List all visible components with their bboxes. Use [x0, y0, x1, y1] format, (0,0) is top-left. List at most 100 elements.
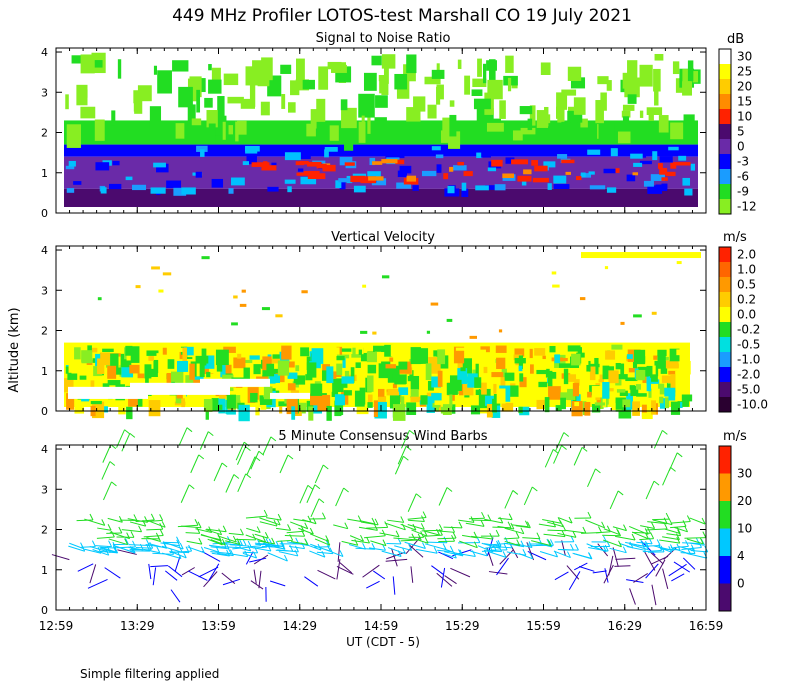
vv-cell — [372, 331, 377, 335]
wind-barb-feather — [452, 551, 457, 559]
snr-cell — [582, 148, 588, 155]
x-tick-label: 16:29 — [607, 619, 642, 633]
y-tick-label: 3 — [41, 284, 48, 297]
vv-cell — [74, 399, 85, 414]
wind-barb — [161, 545, 183, 553]
vv-cell — [514, 357, 526, 364]
wind-plot-area — [51, 427, 709, 606]
snr-cell — [654, 89, 659, 106]
wind-barb-feather — [397, 550, 402, 557]
snr-cell — [237, 120, 247, 135]
wind-barb — [306, 484, 316, 503]
snr-cell — [447, 185, 455, 194]
vv-cell — [431, 376, 442, 388]
snr-cell — [661, 177, 668, 181]
wind-barb — [127, 518, 148, 523]
wind-barb — [666, 533, 681, 537]
vv-cell — [675, 370, 687, 386]
wind-barb — [671, 573, 685, 582]
wind-barb-feather — [552, 448, 559, 454]
wind-barb-feather — [156, 546, 161, 553]
vv-cell — [668, 370, 677, 375]
snr-cell — [471, 89, 483, 96]
wind-barb-feather — [415, 493, 422, 499]
snr-cell — [335, 180, 342, 189]
snr-cell — [296, 58, 305, 81]
vv-cell — [518, 406, 523, 414]
wind-barb — [497, 517, 513, 521]
wind-barb — [314, 538, 330, 546]
vv-cell — [97, 297, 102, 301]
vv-cell — [119, 373, 128, 383]
vv-cell — [309, 404, 323, 414]
snr-panel: Signal to Noise Ratio 0 1 2 3 4 dB 302520151… — [41, 31, 757, 220]
wind-barb — [385, 558, 408, 562]
wind-barb — [96, 536, 115, 539]
wind-barb-feather — [516, 539, 521, 546]
wind-barb-feather — [682, 520, 687, 527]
vv-cell — [632, 401, 640, 416]
wind-barb-feather — [536, 532, 541, 539]
vv-cell — [475, 389, 482, 396]
vv-cell — [549, 345, 556, 353]
wind-barb — [662, 568, 669, 589]
snr-cell — [502, 173, 514, 179]
vv-cell — [434, 400, 443, 405]
wind-barb — [662, 467, 672, 486]
wind-barb-feather — [289, 544, 294, 552]
snr-cell — [284, 179, 296, 184]
wind-barb — [586, 543, 607, 553]
wind-barb-feather — [197, 521, 202, 528]
vv-cell — [387, 374, 393, 382]
wind-barb — [444, 551, 464, 557]
vv-cell — [534, 348, 546, 356]
wind-barb-feather — [325, 540, 330, 547]
wind-barb — [553, 445, 563, 464]
snr-cell — [436, 63, 440, 75]
wind-panel-title: 5 Minute Consensus Wind Barbs — [278, 429, 487, 444]
snr-cell — [561, 89, 577, 96]
vv-cell — [205, 404, 209, 420]
wind-barb — [275, 549, 293, 552]
snr-cell — [531, 160, 539, 166]
snr-cell — [76, 84, 88, 106]
vv-cell — [387, 365, 400, 383]
vv-cell — [670, 401, 681, 415]
wind-barb — [298, 527, 314, 535]
wind-barb-feather — [526, 521, 531, 528]
vv-cell — [392, 391, 401, 408]
wind-barb-feather — [401, 523, 406, 531]
wind-barb-feather — [405, 445, 412, 451]
wind-barb — [554, 571, 569, 581]
wind-barb — [531, 540, 552, 547]
wind-barb — [143, 534, 164, 538]
snr-cell — [249, 84, 256, 107]
snr-cell — [208, 64, 212, 71]
snr-cell — [499, 150, 509, 154]
wind-barb — [523, 486, 533, 506]
wind-barb-feather — [623, 524, 627, 531]
vv-cell — [300, 347, 310, 357]
vv-cell — [206, 371, 211, 378]
wind-barb — [674, 526, 688, 533]
wind-barb — [636, 541, 653, 545]
vv-cell — [457, 362, 467, 370]
vv-cell — [446, 318, 453, 322]
vv-cell — [216, 364, 223, 372]
wind-barb-feather — [601, 521, 606, 529]
vv-cell — [373, 400, 378, 418]
wind-barb — [68, 545, 85, 552]
colorbar-label: 0.0 — [737, 308, 756, 322]
wind-barb-feather — [473, 541, 478, 548]
wind-barb-feather — [111, 481, 117, 487]
wind-barb-feather — [309, 527, 314, 535]
wind-barb-feather — [606, 525, 611, 533]
vv-cell — [633, 349, 646, 365]
snr-layer — [64, 144, 698, 157]
wind-barb — [458, 519, 475, 523]
vv-cell — [420, 395, 428, 405]
colorbar-label: -1.0 — [737, 353, 760, 367]
vv-cell — [453, 346, 465, 364]
snr-cell — [641, 153, 647, 158]
